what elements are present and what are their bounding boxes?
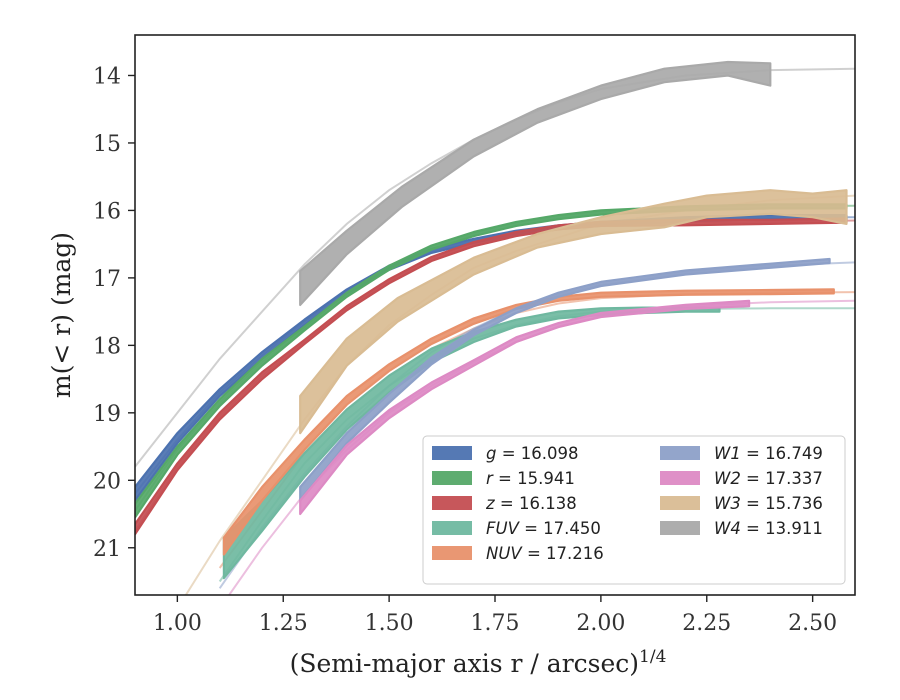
legend-var-fuv: FUV [486,519,521,538]
legend-var-w4: W4 [714,519,741,538]
x-axis-label-exponent: 1/4 [639,647,666,667]
legend-swatch-nuv [432,546,472,560]
band-fuv [222,306,721,580]
legend-value-z: = 16.138 [495,494,577,513]
legend-var-w3: W3 [714,494,741,513]
legend-label-w3: W3 = 15.736 [714,494,823,513]
legend-label-g: g = 16.098 [486,444,579,463]
legend-var-w1: W1 [714,444,741,463]
legend-swatch-w1 [660,446,700,460]
y-axis-label: m(< r) (mag) [47,232,76,398]
x-tick-label: 2.00 [576,611,625,636]
legend-label-w1: W1 = 16.749 [714,444,823,463]
y-tick-label: 14 [93,64,121,89]
legend-var-g: g [486,444,496,463]
band-w1 [299,257,831,502]
legend-var-nuv: NUV [486,544,523,563]
band-w4 [299,60,772,306]
legend-var-r: r [486,469,494,488]
x-tick-label: 2.50 [788,611,837,636]
legend-swatch-g [432,446,472,460]
x-axis: 1.00 1.25 1.50 1.75 2.00 2.25 2.50 [153,595,837,636]
legend-label-w4: W4 = 13.911 [714,519,823,538]
y-tick-label: 18 [93,334,121,359]
y-tick-label: 17 [93,267,121,292]
band-nuv [222,288,835,556]
x-tick-label: 1.25 [259,611,308,636]
legend-swatch-r [432,471,472,485]
band-w3 [299,189,848,435]
y-tick-label: 15 [93,132,121,157]
legend-var-w2: W2 [714,469,741,488]
legend-box [422,435,846,585]
legend-label-z: z = 16.138 [485,494,577,513]
x-axis-label-main: (Semi-major axis r / arcsec) [290,649,639,678]
legend-swatch-w2 [660,471,700,485]
y-tick-label: 16 [93,199,121,224]
legend-label-fuv: FUV = 17.450 [486,519,601,538]
legend-swatch-z [432,496,472,510]
legend-label-r: r = 15.941 [486,469,575,488]
legend-value-g: = 16.098 [496,444,578,463]
y-tick-label: 20 [93,469,121,494]
legend-value-w3: = 15.736 [741,494,823,513]
legend-label-nuv: NUV = 17.216 [486,544,604,563]
legend-value-fuv: = 17.450 [519,519,601,538]
x-tick-label: 2.25 [682,611,731,636]
x-tick-label: 1.50 [365,611,414,636]
y-axis: 14 15 16 17 18 19 20 21 [93,64,135,562]
x-tick-label: 1.00 [153,611,202,636]
measured-bands-layer [135,60,848,580]
legend-value-w2: = 17.337 [741,469,823,488]
legend-swatch-w3 [660,496,700,510]
legend-value-w4: = 13.911 [741,519,823,538]
legend-swatch-fuv [432,521,472,535]
legend-label-w2: W2 = 17.337 [714,469,823,488]
band-w2 [299,299,751,516]
y-tick-label: 19 [93,402,121,427]
x-tick-label: 1.75 [471,611,520,636]
legend-value-r: = 15.941 [493,469,575,488]
legend-swatch-w4 [660,521,700,535]
legend-var-z: z [485,494,495,513]
y-tick-label: 21 [93,537,121,562]
x-axis-label: (Semi-major axis r / arcsec)1/4 [290,647,667,678]
legend-value-nuv: = 17.216 [522,544,604,563]
legend-value-w1: = 16.749 [741,444,823,463]
